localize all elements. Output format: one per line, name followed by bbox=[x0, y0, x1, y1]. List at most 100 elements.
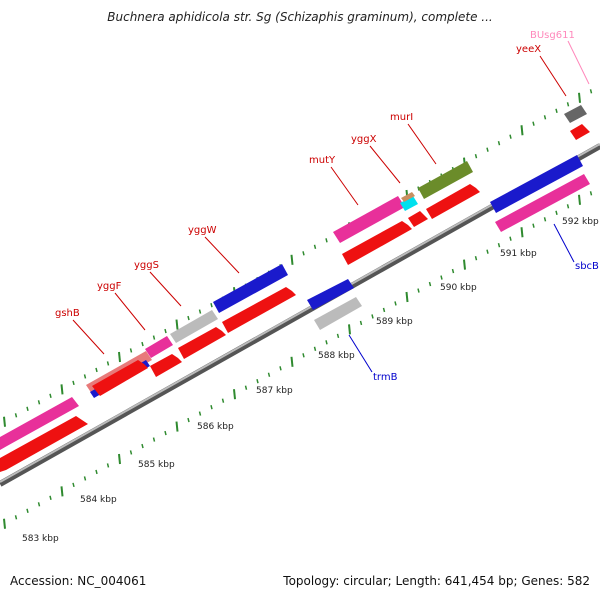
scale-label: 583 kbp bbox=[22, 534, 59, 544]
gene-feature[interactable] bbox=[150, 354, 182, 377]
gene-feature[interactable] bbox=[314, 297, 362, 330]
gene-feature[interactable] bbox=[426, 184, 480, 219]
gene-feature[interactable] bbox=[570, 124, 590, 140]
tick-mark bbox=[164, 430, 167, 436]
leader-line bbox=[149, 271, 182, 307]
tick-mark bbox=[417, 288, 420, 293]
tick-mark bbox=[83, 476, 87, 481]
tick-mark bbox=[405, 291, 409, 303]
gene-label[interactable]: BUsg611 bbox=[530, 30, 575, 41]
tick-mark bbox=[152, 335, 156, 340]
gene-feature[interactable] bbox=[401, 192, 415, 202]
gene-label[interactable]: yggX bbox=[351, 134, 377, 145]
tick-mark bbox=[198, 411, 202, 416]
topology-summary: Topology: circular; Length: 641,454 bp; … bbox=[283, 574, 590, 588]
tick-mark bbox=[233, 389, 236, 400]
tick-mark bbox=[520, 227, 524, 238]
tick-mark bbox=[578, 194, 581, 205]
scale-label: 589 kbp bbox=[376, 317, 413, 327]
tick-mark bbox=[106, 361, 110, 366]
tick-mark bbox=[95, 367, 98, 373]
gene-feature[interactable] bbox=[222, 287, 296, 333]
tick-mark bbox=[175, 319, 179, 330]
tick-mark bbox=[72, 380, 75, 386]
tick-mark bbox=[3, 416, 6, 427]
gene-label[interactable]: gshB bbox=[55, 308, 80, 319]
scale-label: 592 kbp bbox=[562, 217, 599, 227]
tick-mark bbox=[256, 379, 259, 384]
gene-features bbox=[0, 105, 590, 472]
tick-mark bbox=[578, 92, 581, 103]
gene-labels: gshB yggF yggS yggW mutY yggX murI yeeX BUsg611 t… bbox=[55, 30, 599, 383]
gene-feature[interactable] bbox=[408, 211, 428, 227]
tick-mark bbox=[589, 191, 593, 196]
gene-label[interactable]: murI bbox=[390, 112, 413, 123]
gene-feature[interactable] bbox=[145, 336, 173, 358]
tick-mark bbox=[3, 518, 6, 529]
tick-mark bbox=[497, 242, 501, 248]
tick-mark bbox=[60, 384, 64, 395]
label-leader-lines bbox=[72, 40, 590, 373]
gene-feature[interactable] bbox=[92, 360, 148, 396]
gene-label[interactable]: yggF bbox=[97, 281, 122, 292]
tick-mark bbox=[210, 404, 213, 410]
gene-feature[interactable] bbox=[400, 196, 418, 211]
gene-feature[interactable] bbox=[342, 221, 412, 265]
tick-mark bbox=[14, 515, 18, 520]
scale-label: 584 kbp bbox=[80, 495, 117, 505]
gene-feature[interactable] bbox=[213, 264, 288, 313]
tick-mark bbox=[26, 406, 29, 411]
leader-line bbox=[539, 55, 567, 97]
gene-feature[interactable] bbox=[307, 279, 354, 310]
gene-feature[interactable] bbox=[333, 196, 405, 243]
tick-mark bbox=[72, 482, 75, 488]
tick-mark bbox=[164, 328, 167, 334]
tick-mark bbox=[509, 236, 512, 241]
tick-mark bbox=[152, 437, 156, 442]
tick-mark bbox=[359, 320, 363, 326]
tick-mark bbox=[118, 453, 121, 465]
tick-mark bbox=[187, 417, 190, 423]
gene-feature[interactable] bbox=[170, 310, 218, 343]
gene-feature[interactable] bbox=[495, 174, 590, 232]
leader-line bbox=[407, 123, 437, 165]
tick-mark bbox=[451, 268, 455, 274]
gene-label[interactable]: yggS bbox=[134, 260, 159, 271]
gene-feature[interactable] bbox=[418, 161, 473, 199]
tick-mark bbox=[106, 463, 110, 468]
gene-label[interactable]: sbcB bbox=[575, 261, 599, 272]
gene-label[interactable]: yggW bbox=[188, 225, 217, 236]
gene-feature[interactable] bbox=[0, 397, 79, 450]
tick-mark bbox=[543, 217, 547, 222]
gene-feature[interactable] bbox=[178, 327, 226, 359]
gene-feature[interactable] bbox=[490, 155, 583, 213]
tick-mark bbox=[543, 115, 547, 120]
tick-mark bbox=[348, 324, 351, 335]
tick-mark bbox=[566, 204, 570, 209]
tick-mark bbox=[555, 108, 558, 113]
tick-mark bbox=[302, 353, 305, 358]
gene-feature[interactable] bbox=[564, 105, 587, 123]
tick-mark bbox=[474, 153, 478, 159]
map-title: Buchnera aphidicola str. Sg (Schizaphis … bbox=[107, 10, 493, 24]
tick-mark bbox=[463, 259, 466, 270]
tick-mark bbox=[440, 275, 443, 280]
gene-label[interactable]: mutY bbox=[309, 155, 336, 166]
tick-mark bbox=[497, 140, 501, 146]
leader-line bbox=[553, 223, 575, 263]
gene-label[interactable]: trmB bbox=[373, 372, 398, 383]
leader-line bbox=[348, 334, 373, 373]
tick-mark bbox=[382, 307, 386, 313]
tick-mark bbox=[486, 249, 489, 254]
tick-mark bbox=[244, 385, 248, 390]
tick-mark bbox=[313, 346, 317, 352]
tick-mark bbox=[118, 351, 121, 363]
scale-label: 591 kbp bbox=[500, 249, 537, 259]
gene-label[interactable]: yeeX bbox=[516, 44, 541, 55]
scale-label: 587 kbp bbox=[256, 386, 293, 396]
tick-mark bbox=[336, 333, 340, 339]
leader-line bbox=[330, 166, 359, 206]
gene-feature[interactable] bbox=[0, 416, 88, 472]
tick-mark bbox=[221, 398, 225, 403]
